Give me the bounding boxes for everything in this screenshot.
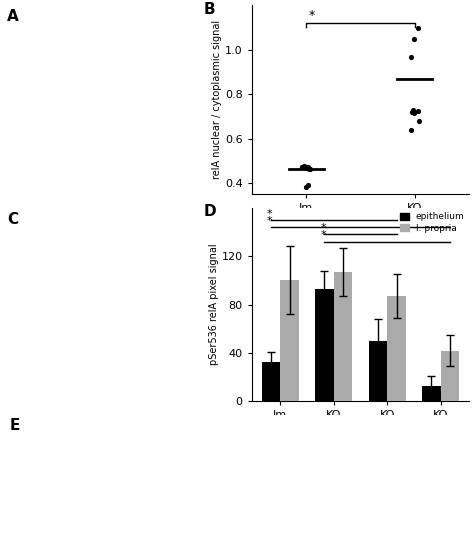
Point <box>407 125 415 134</box>
Bar <box>334 272 353 402</box>
Text: E: E <box>9 418 20 432</box>
Text: D: D <box>204 204 217 219</box>
Bar <box>422 386 441 402</box>
Point <box>303 163 310 172</box>
Point <box>410 109 418 117</box>
Text: *: * <box>267 209 273 219</box>
Text: A: A <box>7 9 19 24</box>
Point <box>407 52 415 61</box>
Point <box>299 163 306 172</box>
Point <box>409 107 416 116</box>
Text: *: * <box>320 230 326 241</box>
Text: *: * <box>320 223 326 233</box>
Text: *: * <box>308 9 315 22</box>
Bar <box>368 341 387 402</box>
Point <box>302 163 310 172</box>
Legend: epithelium, l. propria: epithelium, l. propria <box>400 212 465 233</box>
Point <box>299 163 306 172</box>
Text: *: * <box>267 216 273 226</box>
Y-axis label: relA nuclear / cytoplasmic signal: relA nuclear / cytoplasmic signal <box>212 20 222 179</box>
Point <box>414 23 421 32</box>
Y-axis label: pSer536 relA pixel signal: pSer536 relA pixel signal <box>209 244 219 366</box>
Point <box>307 165 314 174</box>
Bar <box>262 362 280 402</box>
Point <box>415 106 422 115</box>
Bar <box>315 289 334 402</box>
Text: C: C <box>7 212 18 226</box>
Point <box>305 164 312 173</box>
Point <box>409 105 417 114</box>
Text: B: B <box>204 2 216 16</box>
Bar <box>387 296 406 402</box>
Point <box>302 183 310 192</box>
Bar <box>441 351 459 402</box>
Point <box>302 163 310 172</box>
Point <box>410 35 418 43</box>
Bar <box>280 281 299 402</box>
Point <box>301 161 308 170</box>
Point <box>304 163 312 172</box>
Point <box>415 117 422 125</box>
Point <box>304 181 311 190</box>
